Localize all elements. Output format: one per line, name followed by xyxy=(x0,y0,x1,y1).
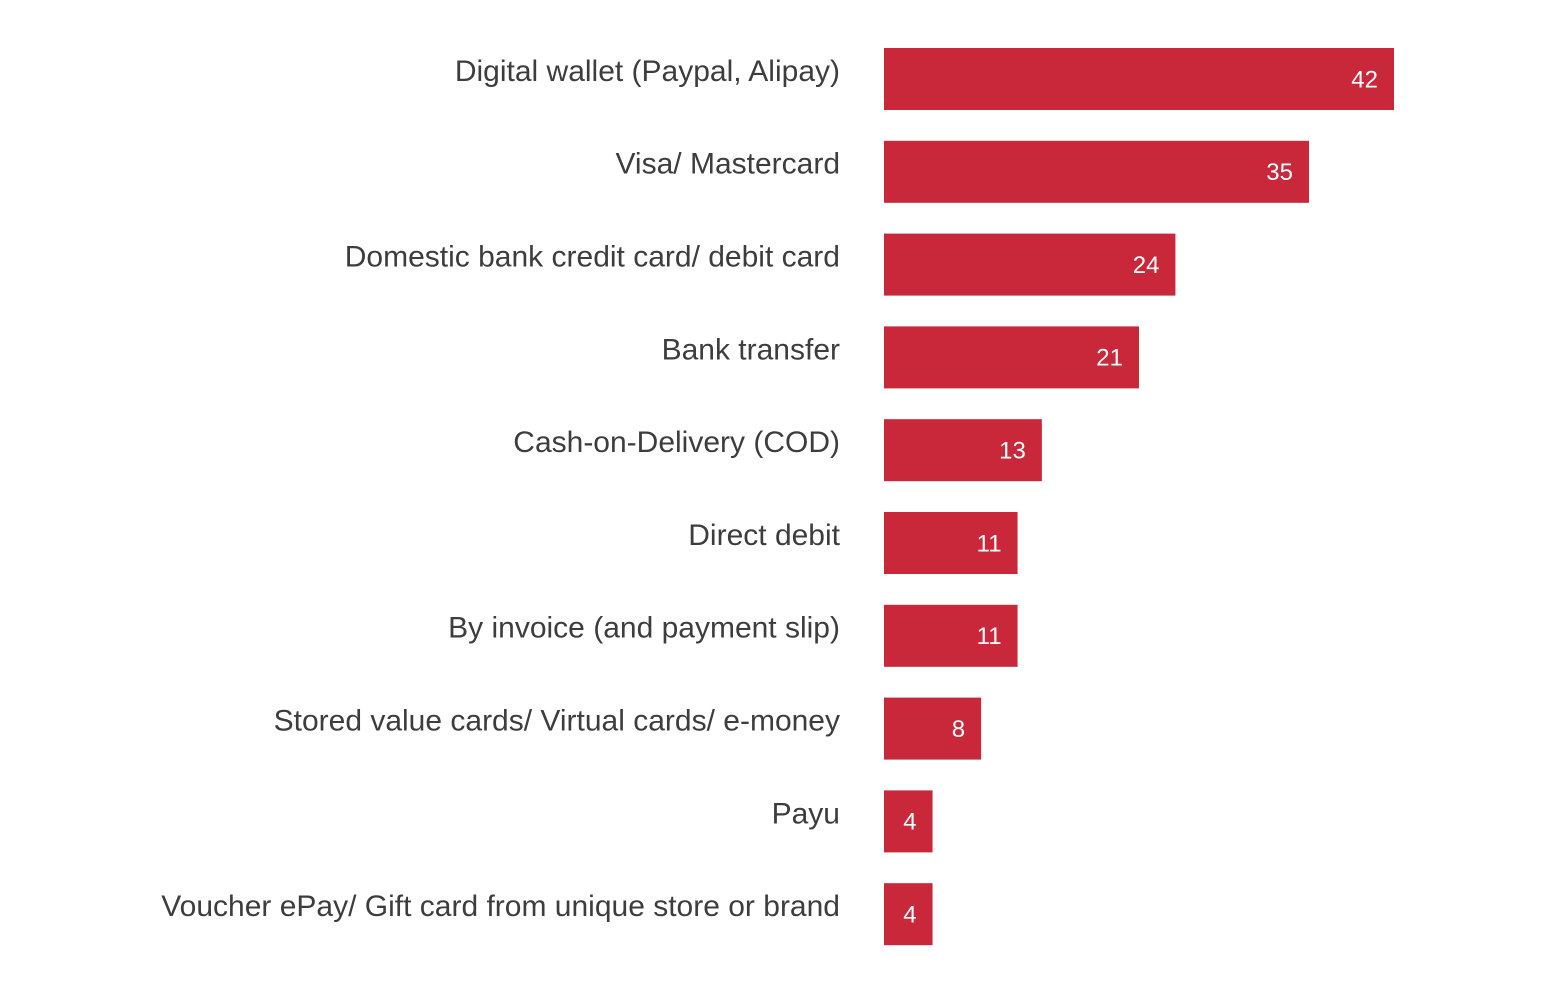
value-label: 35 xyxy=(1266,159,1293,186)
category-label: Cash-on-Delivery (COD) xyxy=(513,426,840,459)
bar xyxy=(884,697,982,760)
value-label: 4 xyxy=(903,902,916,929)
bars xyxy=(884,48,1394,946)
bar xyxy=(884,419,1042,482)
category-label: By invoice (and payment slip) xyxy=(448,612,840,645)
value-label: 13 xyxy=(999,438,1026,465)
category-label: Visa/ Mastercard xyxy=(615,148,840,181)
value-labels: 42 35 24 21 13 11 11 8 4 4 xyxy=(903,66,1378,928)
bar xyxy=(884,233,1176,296)
category-label: Direct debit xyxy=(688,519,840,552)
category-label: Bank transfer xyxy=(662,333,840,366)
category-label: Domestic bank credit card/ debit card xyxy=(345,241,840,274)
value-label: 11 xyxy=(977,530,1002,557)
bar xyxy=(884,326,1139,389)
category-label: Stored value cards/ Virtual cards/ e-mon… xyxy=(274,705,840,738)
bar xyxy=(884,140,1309,203)
bar xyxy=(884,48,1394,110)
value-label: 4 xyxy=(903,809,916,836)
value-label: 8 xyxy=(952,716,965,743)
value-label: 24 xyxy=(1133,252,1160,279)
value-label: 11 xyxy=(977,623,1002,650)
category-label: Payu xyxy=(772,797,840,830)
bar xyxy=(884,604,1018,667)
category-labels: Digital wallet (Paypal, Alipay) Visa/ Mas… xyxy=(161,55,840,923)
category-label: Digital wallet (Paypal, Alipay) xyxy=(455,55,840,88)
category-label: Voucher ePay/ Gift card from unique stor… xyxy=(161,890,840,923)
bar xyxy=(884,790,933,853)
value-label: 21 xyxy=(1096,345,1123,372)
bar xyxy=(884,883,933,946)
value-label: 42 xyxy=(1351,66,1378,93)
bar xyxy=(884,512,1018,574)
